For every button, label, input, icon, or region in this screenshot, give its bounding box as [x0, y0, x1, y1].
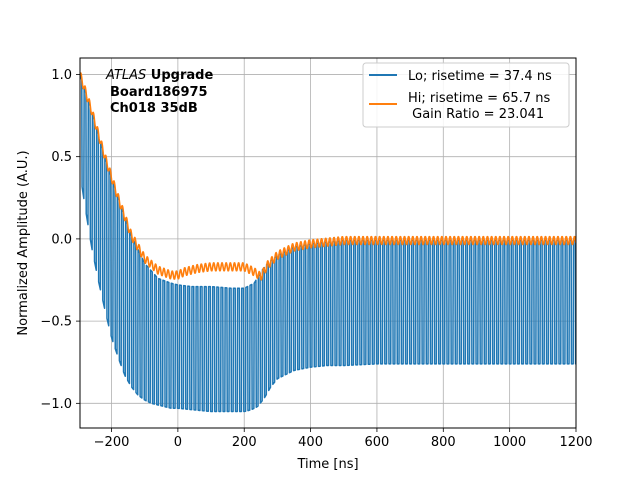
y-axis-ticks: 1.0 0.5 0.0 −0.5 −1.0: [40, 68, 80, 412]
legend-label-gain-ratio: Gain Ratio = 23.041: [408, 107, 544, 122]
legend: Lo; risetime = 37.4 ns Hi; risetime = 65…: [362, 62, 570, 128]
series-line-hi: [80, 72, 576, 281]
x-tick-label: 600: [365, 435, 390, 450]
y-tick-label: −0.5: [40, 315, 72, 330]
x-tick-label: 200: [232, 435, 257, 450]
plot-frame: [79, 57, 577, 429]
y-tick-label: −1.0: [40, 397, 72, 412]
y-axis-label: Normalized Amplitude (A.U.): [16, 150, 31, 335]
x-tick-label: 1000: [493, 435, 526, 450]
y-tick-label: 0.0: [51, 232, 72, 247]
series-group: [80, 72, 576, 413]
x-tick-label: 0: [174, 435, 182, 450]
annotation-channel: Ch018 35dB: [110, 101, 198, 116]
legend-box: [362, 62, 570, 128]
x-tick-label: 1200: [559, 435, 592, 450]
atlas-annotation: ATLAS Upgrade Board186975 Ch018 35dB: [105, 68, 213, 116]
x-tick-label: 800: [431, 435, 456, 450]
x-tick-label: 400: [298, 435, 323, 450]
legend-label-lo: Lo; risetime = 37.4 ns: [408, 69, 552, 84]
annotation-upgrade: Upgrade: [146, 68, 213, 83]
x-tick-label: −200: [94, 435, 130, 450]
legend-label-hi: Hi; risetime = 65.7 ns: [408, 91, 550, 106]
x-axis-ticks: −200 0 200 400 600 800 1000 1200: [94, 428, 593, 450]
y-tick-label: 1.0: [51, 68, 72, 83]
annotation-atlas: ATLAS: [105, 68, 146, 83]
svg-text:ATLAS Upgrade: ATLAS Upgrade: [105, 68, 213, 83]
annotation-board: Board186975: [110, 85, 208, 100]
y-tick-label: 0.5: [51, 150, 72, 165]
series-line-lo: [80, 74, 576, 413]
x-axis-label: Time [ns]: [296, 457, 358, 472]
